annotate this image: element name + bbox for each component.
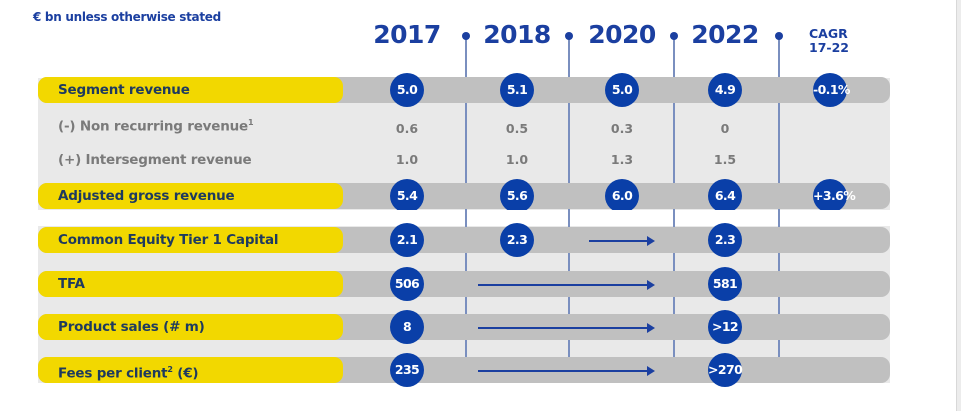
cagr-period: 17-22 — [809, 40, 849, 55]
value-circle: 5.0 — [390, 73, 424, 107]
value-circle: 8 — [390, 310, 424, 344]
column-header-2017: 2017 — [373, 20, 441, 49]
row-label-adjusted-gross: Adjusted gross revenue — [38, 183, 343, 209]
value-cell: 1.3 — [610, 152, 634, 167]
value-circle: >12 — [708, 310, 742, 344]
column-divider — [778, 36, 780, 383]
value-cell: 0.6 — [395, 121, 419, 136]
value-circle: 4.9 — [708, 73, 742, 107]
value-circle: 6.0 — [605, 179, 639, 213]
row-label-cet1: Common Equity Tier 1 Capital — [38, 227, 343, 253]
timeline-dot — [565, 32, 573, 40]
value-cell: 0.3 — [610, 121, 634, 136]
value-circle: 2.3 — [708, 223, 742, 257]
value-circle: 506 — [390, 267, 424, 301]
non-recurring-text: (-) Non recurring revenue — [58, 118, 249, 135]
row-label-intersegment: (+) Intersegment revenue — [58, 152, 252, 168]
value-circle: 581 — [708, 267, 742, 301]
value-circle: 235 — [390, 353, 424, 387]
trend-arrow-icon — [478, 323, 655, 333]
section-gap — [38, 210, 890, 226]
trend-arrow-icon — [478, 280, 655, 290]
column-divider — [778, 210, 780, 226]
trend-arrow-icon — [478, 366, 655, 376]
fees-text: Fees per client — [58, 365, 168, 382]
value-cell: 1.0 — [505, 152, 529, 167]
value-circle: 6.4 — [708, 179, 742, 213]
timeline-dot — [775, 32, 783, 40]
window-edge — [956, 0, 961, 411]
row-label-tfa: TFA — [38, 271, 343, 297]
column-header-2020: 2020 — [588, 20, 656, 49]
timeline-dot — [670, 32, 678, 40]
trend-arrow-icon — [589, 236, 655, 246]
column-divider — [673, 36, 675, 383]
column-divider — [465, 210, 467, 226]
footnote-marker: 2 — [167, 365, 173, 374]
unit-text: (€) — [177, 365, 199, 382]
column-divider — [568, 210, 570, 226]
cagr-circle: -0.1% — [813, 73, 850, 107]
value-circle: 5.0 — [605, 73, 639, 107]
row-label-segment-revenue: Segment revenue — [38, 77, 343, 103]
value-cell: 1.5 — [713, 152, 737, 167]
value-circle: 5.1 — [500, 73, 534, 107]
value-cell: 0.5 — [505, 121, 529, 136]
row-label-fees-per-client: Fees per client2 (€) — [38, 357, 343, 383]
cagr-circle: +3.6% — [813, 179, 856, 213]
value-cell: 0 — [720, 121, 730, 136]
column-header-2022: 2022 — [691, 20, 759, 49]
value-circle: 5.4 — [390, 179, 424, 213]
column-divider — [568, 36, 570, 383]
row-label-non-recurring: (-) Non recurring revenue1 — [58, 118, 254, 135]
value-circle: 2.1 — [390, 223, 424, 257]
footnote-marker: 1 — [248, 118, 254, 127]
row-label-product-sales: Product sales (# m) — [38, 314, 343, 340]
cagr-title: CAGR — [809, 26, 848, 41]
value-circle: >270 — [708, 353, 743, 387]
units-note: € bn unless otherwise stated — [33, 10, 221, 24]
column-header-cagr: CAGR 17-22 — [809, 27, 849, 55]
value-cell: 1.0 — [395, 152, 419, 167]
value-circle: 2.3 — [500, 223, 534, 257]
column-divider — [465, 36, 467, 383]
timeline-dot — [462, 32, 470, 40]
column-divider — [673, 210, 675, 226]
value-circle: 5.6 — [500, 179, 534, 213]
column-header-2018: 2018 — [483, 20, 551, 49]
